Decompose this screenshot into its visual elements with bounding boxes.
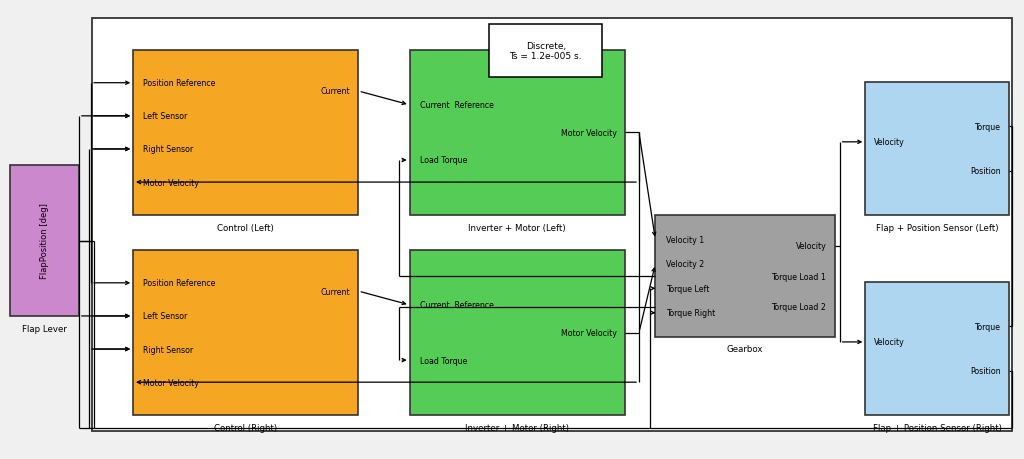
Bar	[865, 83, 1009, 216]
Text: Left Sensor: Left Sensor	[143, 312, 187, 321]
Text: Right Sensor: Right Sensor	[143, 145, 194, 154]
Text: Gearbox: Gearbox	[727, 345, 763, 354]
Text: Control (Left): Control (Left)	[217, 223, 274, 232]
Text: Velocity 2: Velocity 2	[666, 260, 703, 269]
Text: Current: Current	[321, 287, 350, 296]
Text: FlapPosition [deg]: FlapPosition [deg]	[40, 203, 49, 279]
Text: Motor Velocity: Motor Velocity	[560, 328, 616, 337]
Text: Right Sensor: Right Sensor	[143, 345, 194, 354]
Text: Torque Load 2: Torque Load 2	[771, 302, 826, 312]
Text: Position: Position	[970, 167, 1000, 176]
Bar	[133, 250, 358, 415]
Text: Torque: Torque	[975, 322, 1000, 331]
Text: Flap + Position Sensor (Right): Flap + Position Sensor (Right)	[872, 423, 1001, 432]
Text: Inverter + Motor (Left): Inverter + Motor (Left)	[468, 223, 566, 232]
Bar	[10, 165, 79, 317]
Text: Load Torque: Load Torque	[420, 356, 467, 365]
Bar	[92, 19, 1012, 431]
Bar	[410, 250, 625, 415]
Text: Discrete,
Ts = 1.2e-005 s.: Discrete, Ts = 1.2e-005 s.	[510, 42, 582, 62]
Text: Motor Velocity: Motor Velocity	[560, 129, 616, 138]
Text: Control (Right): Control (Right)	[214, 423, 278, 432]
Text: Velocity: Velocity	[796, 241, 826, 251]
Text: Flap + Position Sensor (Left): Flap + Position Sensor (Left)	[876, 223, 998, 232]
Text: Current  Reference: Current Reference	[420, 301, 494, 310]
Text: Flap Lever: Flap Lever	[23, 324, 67, 333]
Text: Torque: Torque	[975, 123, 1000, 131]
Bar	[489, 25, 602, 78]
Bar	[410, 50, 625, 216]
Text: Position Reference: Position Reference	[143, 79, 216, 88]
Text: Torque Load 1: Torque Load 1	[771, 272, 826, 281]
Bar	[865, 282, 1009, 415]
Text: Left Sensor: Left Sensor	[143, 112, 187, 121]
Bar	[655, 216, 835, 337]
Text: Velocity: Velocity	[873, 338, 904, 347]
Text: Velocity: Velocity	[873, 138, 904, 147]
Text: Current: Current	[321, 87, 350, 96]
Bar	[133, 50, 358, 216]
Text: Torque Left: Torque Left	[666, 284, 709, 293]
Text: Motor Velocity: Motor Velocity	[143, 378, 200, 387]
Text: Inverter + Motor (Right): Inverter + Motor (Right)	[465, 423, 569, 432]
Text: Position: Position	[970, 367, 1000, 375]
Text: Load Torque: Load Torque	[420, 156, 467, 165]
Text: Velocity 1: Velocity 1	[666, 235, 703, 245]
Text: Position Reference: Position Reference	[143, 279, 216, 288]
Text: Current  Reference: Current Reference	[420, 101, 494, 110]
Text: Torque Right: Torque Right	[666, 308, 715, 318]
Text: Motor Velocity: Motor Velocity	[143, 178, 200, 187]
